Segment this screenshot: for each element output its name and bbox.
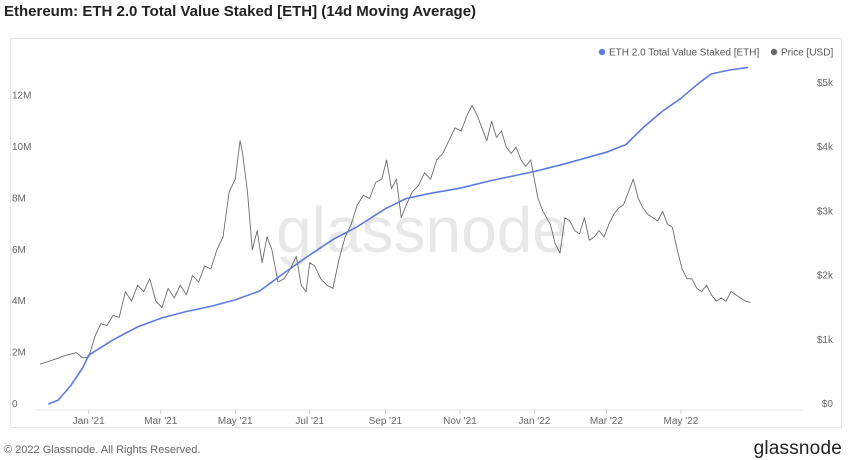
y-right-tick-label: $2k <box>817 271 834 282</box>
x-tick-label: Mar '22 <box>590 416 623 427</box>
y-left-tick-label: 8M <box>12 193 26 204</box>
legend-price-label: Price [USD] <box>781 48 833 59</box>
x-tick-label: May '21 <box>218 416 253 427</box>
y-right-tick-label: $0 <box>822 399 834 410</box>
y-left-tick-label: 10M <box>12 142 31 153</box>
legend-staked-label: ETH 2.0 Total Value Staked [ETH] <box>609 48 759 59</box>
watermark-text: glassnode <box>276 194 568 266</box>
x-tick-label: Sep '21 <box>369 416 403 427</box>
glassnode-logo[interactable]: glassnode <box>753 438 842 459</box>
copyright-text: © 2022 Glassnode. All Rights Reserved. <box>4 444 201 456</box>
y-right-tick-label: $3k <box>817 206 834 217</box>
price-usd-line <box>39 104 751 365</box>
legend-staked-marker <box>598 48 606 56</box>
x-tick-label: Mar '21 <box>144 416 177 427</box>
x-tick-label: May '22 <box>664 416 699 427</box>
eth-staked-line <box>48 66 749 405</box>
x-tick-label: Jan '22 <box>518 416 550 427</box>
x-tick-label: Jan '21 <box>73 416 105 427</box>
y-right-tick-label: $1k <box>817 335 834 346</box>
y-left-tick-label: 0 <box>12 399 18 410</box>
y-left-tick-label: 6M <box>12 245 26 256</box>
chart-frame <box>10 38 842 428</box>
y-right-tick-label: $4k <box>817 142 834 153</box>
y-left-tick-label: 12M <box>12 91 31 102</box>
y-left-tick-label: 4M <box>12 296 26 307</box>
chart-title: Ethereum: ETH 2.0 Total Value Staked [ET… <box>4 3 477 20</box>
x-tick-label: Jul '21 <box>295 416 324 427</box>
y-left-tick-label: 2M <box>12 348 26 359</box>
x-tick-label: Nov '21 <box>443 416 477 427</box>
y-right-tick-label: $5k <box>817 78 834 89</box>
legend-price-marker <box>770 48 778 56</box>
